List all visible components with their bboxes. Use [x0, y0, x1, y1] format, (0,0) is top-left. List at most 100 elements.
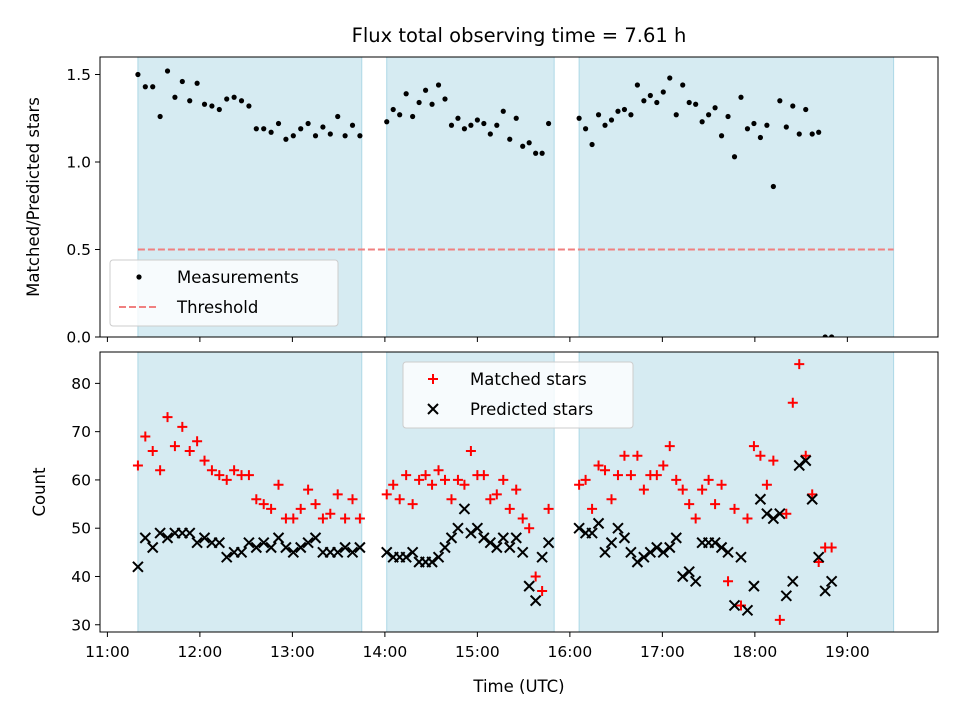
- predicted-point: [605, 536, 618, 549]
- y-axis-title: Count: [30, 467, 49, 517]
- predicted-point: [787, 575, 799, 588]
- predicted-point: [381, 546, 393, 559]
- matched-point: [813, 557, 824, 567]
- matched-point: [677, 484, 688, 495]
- predicted-point: [651, 541, 663, 554]
- predicted-point: [426, 556, 438, 568]
- matched-point: [543, 503, 554, 514]
- measurement-point: [231, 94, 237, 100]
- matched-point: [266, 503, 277, 514]
- measurement-point: [654, 99, 660, 106]
- legend-label: Measurements: [177, 268, 299, 287]
- measurement-point: [777, 98, 783, 104]
- matched-point: [446, 494, 457, 505]
- predicted-point: [812, 551, 825, 563]
- measurement-point: [290, 133, 296, 139]
- matched-point: [690, 513, 701, 524]
- predicted-point: [484, 536, 497, 549]
- measurement-point: [172, 94, 178, 100]
- measurement-point: [448, 122, 455, 128]
- predicted-point: [780, 590, 793, 602]
- matched-point: [697, 484, 708, 495]
- y-tick-label: 80: [71, 375, 91, 393]
- matched-point: [638, 484, 649, 495]
- measurement-point: [283, 136, 289, 142]
- matched-point: [703, 474, 714, 485]
- x-tick-label: 16:00: [548, 643, 593, 661]
- measurement-point: [667, 75, 673, 81]
- measurement-point: [533, 150, 539, 156]
- measurement-point: [142, 84, 148, 90]
- predicted-point: [139, 532, 152, 544]
- matched-point: [761, 479, 772, 490]
- measurement-point: [725, 113, 731, 120]
- measurement-point: [201, 101, 208, 107]
- predicted-point: [221, 551, 233, 563]
- matched-point: [433, 465, 444, 476]
- measurement-point: [298, 126, 304, 132]
- predicted-point: [542, 536, 555, 549]
- y-tick-label: 60: [71, 471, 91, 489]
- chart-title: Flux total observing time = 7.61 h: [352, 24, 687, 47]
- matched-point: [587, 503, 598, 514]
- legend-label: Matched stars: [470, 370, 587, 389]
- measurement-point: [209, 103, 215, 109]
- matched-point: [710, 499, 721, 510]
- measurement-point: [595, 112, 602, 118]
- y-axis-title: Matched/Predicted stars: [24, 97, 43, 297]
- matched-point: [651, 470, 662, 481]
- measurement-point: [275, 120, 282, 127]
- matched-point: [537, 585, 548, 596]
- measurement-point: [455, 115, 461, 121]
- predicted-point: [302, 536, 314, 549]
- measurement-point: [680, 82, 686, 88]
- matched-point: [530, 571, 541, 582]
- predicted-point: [400, 551, 412, 563]
- predicted-point: [664, 541, 676, 554]
- legend-box: [109, 259, 339, 327]
- matched-point: [258, 499, 269, 510]
- measurement-point: [507, 136, 513, 142]
- predicted-point: [631, 556, 644, 568]
- matched-point: [295, 503, 306, 514]
- y-tick-label: 1.5: [66, 66, 91, 84]
- measurement-point: [660, 89, 666, 95]
- predicted-point: [504, 541, 516, 554]
- legend-label: Predicted stars: [470, 400, 593, 419]
- matched-point: [664, 441, 675, 452]
- predicted-point: [599, 546, 611, 559]
- predicted-point: [465, 527, 477, 539]
- measurement-point: [589, 141, 595, 148]
- matched-point: [199, 455, 210, 466]
- matched-point: [214, 470, 225, 481]
- predicted-point: [354, 541, 366, 554]
- series-predicted-stars: [132, 454, 838, 616]
- predicted-point: [806, 493, 818, 505]
- predicted-point: [471, 522, 484, 534]
- matched-point: [619, 450, 630, 461]
- measurement-point: [634, 82, 640, 88]
- predicted-point: [491, 541, 503, 554]
- predicted-point: [339, 541, 351, 554]
- predicted-point: [432, 551, 445, 563]
- measurement-point: [474, 117, 480, 123]
- measurement-point: [422, 87, 429, 93]
- predicted-point: [709, 536, 721, 549]
- measurement-point: [783, 124, 789, 130]
- measurement-point: [764, 122, 770, 128]
- predicted-point: [728, 599, 741, 612]
- measurement-point: [686, 99, 692, 106]
- predicted-point: [478, 532, 490, 544]
- matched-point: [317, 513, 328, 524]
- matched-point: [420, 470, 431, 481]
- measurement-point: [390, 106, 396, 113]
- predicted-point: [774, 508, 786, 520]
- predicted-point: [154, 527, 166, 539]
- y-tick-label: 40: [71, 568, 91, 586]
- measurement-point: [602, 122, 608, 128]
- matched-point: [684, 499, 695, 510]
- matched-point: [748, 441, 759, 452]
- axes-frame: [99, 56, 939, 338]
- measurement-point: [157, 113, 163, 120]
- predicted-point: [406, 546, 419, 559]
